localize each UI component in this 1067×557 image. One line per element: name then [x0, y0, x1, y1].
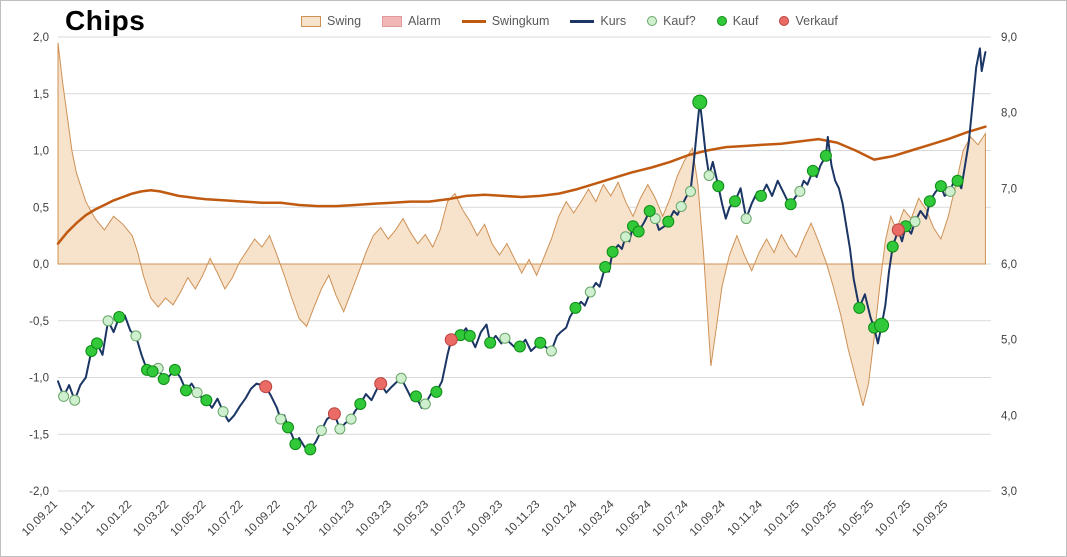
x-tick-label: 10.11.21	[58, 499, 98, 539]
legend-label-swing: Swing	[327, 14, 362, 28]
x-tick-label: 10.07.24	[651, 498, 692, 539]
swing-area	[57, 42, 986, 407]
legend-item-kauf: Kauf	[716, 14, 759, 28]
x-tick-label: 10.09.23	[465, 499, 505, 539]
y-left-tick-label: 0,5	[33, 202, 49, 214]
chart-title: Chips	[65, 5, 146, 36]
x-tick-label: 10.07.25	[873, 499, 913, 539]
y-left-tick-label: -1,5	[29, 429, 49, 441]
legend-label-kauf-question: Kauf?	[663, 14, 696, 28]
x-tick-label: 10.09.22	[243, 499, 283, 539]
kurs-swatch-icon	[570, 19, 595, 23]
legend-label-kauf: Kauf	[732, 14, 759, 28]
swing-swatch-icon	[301, 15, 321, 27]
y-right-tick-label: 7,0	[1001, 183, 1017, 195]
x-tick-label: 10.07.23	[428, 499, 468, 539]
swingkum-swatch-icon	[461, 19, 486, 23]
x-tick-label: 10.03.25	[799, 499, 839, 539]
y-left-tick-label: -2,0	[29, 486, 49, 498]
legend-label-alarm: Alarm	[408, 14, 441, 28]
swingkum-line	[56, 125, 987, 245]
legend-item-kurs: Kurs	[570, 14, 626, 28]
legend-item-verkauf: Verkauf	[779, 14, 838, 28]
y-left-tick-label: 0,0	[33, 259, 49, 271]
x-tick-label: 10.01.23	[317, 499, 357, 539]
y-right-tick-label: 5,0	[1001, 335, 1017, 347]
x-tick-label: 10.03.24	[576, 498, 617, 539]
y-left-tick-label: 1,0	[33, 146, 49, 158]
x-tick-label: 10.01.24	[539, 498, 580, 539]
y-right-tick-label: 8,0	[1001, 108, 1017, 120]
legend-label-swingkum: Swingkum	[491, 14, 550, 28]
x-tick-label: 10.05.22	[168, 499, 208, 539]
verkauf-markers	[259, 223, 905, 421]
legend-label-verkauf: Verkauf	[795, 14, 838, 28]
x-tick-label: 10.09.25	[910, 499, 950, 539]
kauf-markers	[85, 94, 964, 456]
y-left-tick-label: 1,5	[33, 89, 49, 101]
verkauf-swatch-icon	[779, 16, 790, 26]
legend-item-swingkum: Swingkum	[461, 14, 550, 28]
x-tick-label: 10.09.21	[20, 499, 60, 539]
y-right-tick-label: 6,0	[1001, 259, 1017, 271]
x-tick-label: 10.11.23	[503, 499, 543, 539]
x-tick-label: 10.09.24	[688, 498, 729, 539]
x-tick-label: 10.05.23	[391, 499, 431, 539]
legend-item-alarm: Alarm	[382, 14, 441, 28]
legend-label-kurs: Kurs	[600, 14, 627, 28]
kurs-line	[57, 47, 987, 451]
legend-item-kauf-question: Kauf?	[647, 14, 696, 28]
legend-item-swing: Swing	[301, 14, 361, 28]
y-right-tick-label: 4,0	[1001, 410, 1017, 422]
legend: Swing Alarm Swingkum Kurs Kauf? Kauf Ver…	[301, 14, 838, 28]
y-left-tick-label: -0,5	[29, 316, 49, 328]
y-left-tick-label: -1,0	[29, 373, 49, 385]
y-left-tick-label: 2,0	[33, 32, 49, 44]
x-tick-label: 10.05.24	[614, 498, 655, 539]
x-tick-label: 10.05.25	[836, 499, 876, 539]
x-tick-label: 10.01.22	[94, 499, 134, 539]
x-tick-label: 10.11.22	[280, 499, 320, 539]
kauf-question-markers	[58, 170, 956, 436]
x-tick-label: 10.03.22	[131, 499, 171, 539]
x-tick-label: 10.03.23	[354, 499, 394, 539]
y-right-tick-label: 9,0	[1001, 32, 1017, 44]
kauf-question-swatch-icon	[647, 16, 658, 26]
x-tick-label: 10.07.22	[205, 499, 245, 539]
alarm-swatch-icon	[382, 15, 403, 27]
x-tick-label: 10.01.25	[762, 499, 802, 539]
kauf-swatch-icon	[716, 16, 727, 26]
x-tick-label: 10.11.24	[725, 498, 765, 538]
y-right-tick-label: 3,0	[1001, 486, 1017, 498]
